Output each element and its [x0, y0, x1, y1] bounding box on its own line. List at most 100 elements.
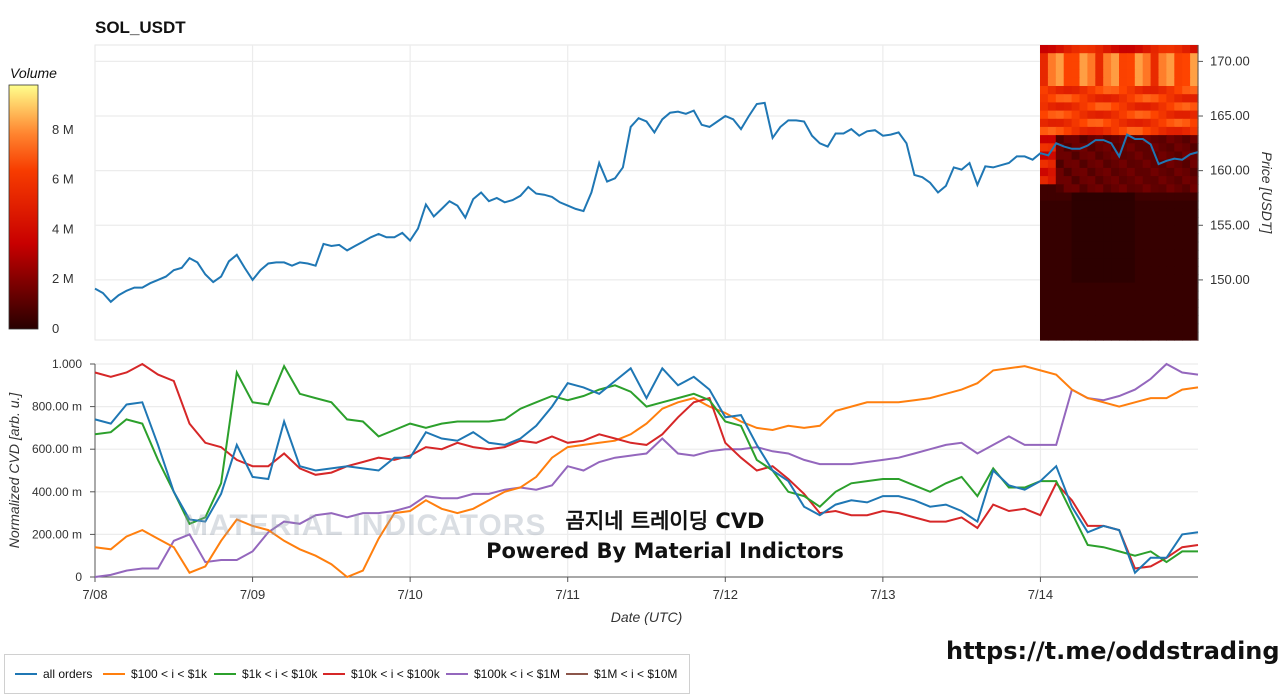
heatmap-cell — [1190, 159, 1199, 169]
heatmap-cell — [1079, 307, 1088, 316]
heatmap-cell — [1174, 77, 1183, 87]
heatmap-cell — [1174, 217, 1183, 226]
price-tick-label: 165.00 — [1210, 108, 1250, 123]
heatmap-cell — [1190, 331, 1199, 341]
heatmap-cell — [1087, 86, 1096, 95]
heatmap-cell — [1087, 167, 1096, 177]
heatmap-cell — [1150, 184, 1160, 194]
heatmap-cell — [1119, 77, 1128, 87]
heatmap-cell — [1182, 126, 1191, 136]
heatmap-cell — [1087, 69, 1096, 79]
heatmap-cell — [1095, 102, 1104, 112]
telegram-link[interactable]: https://t.me/oddstrading2 — [946, 637, 1280, 665]
price-tick-label: 160.00 — [1210, 163, 1250, 178]
heatmap-cell — [1134, 118, 1144, 128]
heatmap-cell — [1047, 331, 1057, 341]
heatmap-cell — [1040, 143, 1049, 153]
heatmap-cell — [1126, 323, 1136, 333]
heatmap-cell — [1142, 69, 1152, 79]
heatmap-cell — [1095, 315, 1104, 325]
heatmap-cell — [1111, 290, 1120, 300]
heatmap-cell — [1055, 208, 1065, 218]
cvd-tick-label: 800.00 m — [32, 400, 82, 414]
heatmap-cell — [1111, 225, 1120, 235]
heatmap-cell — [1126, 208, 1136, 218]
heatmap-cell — [1150, 118, 1160, 128]
heatmap-cell — [1103, 282, 1112, 292]
legend-label: $100k < i < $1M — [474, 667, 561, 681]
legend-label: $1M < i < $10M — [594, 667, 678, 681]
heatmap-cell — [1063, 233, 1073, 243]
heatmap-cell — [1182, 184, 1191, 194]
heatmap-cell — [1079, 176, 1088, 185]
heatmap-cell — [1174, 143, 1183, 153]
heatmap-cell — [1071, 61, 1081, 71]
heatmap-cell — [1182, 143, 1191, 153]
heatmap-cell — [1095, 94, 1104, 103]
legend-item-all-orders[interactable]: all orders — [15, 667, 92, 681]
heatmap-cell — [1103, 159, 1112, 169]
heatmap-cell — [1063, 266, 1073, 276]
price-tick-label: 150.00 — [1210, 272, 1250, 287]
heatmap-cell — [1166, 331, 1175, 341]
heatmap-cell — [1126, 258, 1136, 267]
heatmap-cell — [1190, 323, 1199, 333]
colorbar-tick-label: 6 M — [52, 172, 74, 187]
legend-item-1k-10k[interactable]: $1k < i < $10k — [214, 667, 317, 681]
heatmap-cell — [1174, 282, 1183, 292]
heatmap-cell — [1087, 143, 1096, 153]
heatmap-cell — [1079, 192, 1088, 202]
heatmap-cell — [1190, 258, 1199, 267]
legend-item-1m-10m[interactable]: $1M < i < $10M — [566, 667, 677, 681]
price-tick-label: 155.00 — [1210, 217, 1250, 232]
heatmap-cell — [1190, 315, 1199, 325]
heatmap-cell — [1174, 126, 1183, 136]
heatmap-cell — [1071, 102, 1081, 112]
heatmap-cell — [1047, 299, 1057, 308]
legend-label: all orders — [43, 667, 93, 681]
legend-item-100-1k[interactable]: $100 < i < $1k — [103, 667, 207, 681]
heatmap-cell — [1071, 241, 1081, 251]
heatmap-cell — [1182, 299, 1191, 308]
heatmap-cell — [1126, 184, 1136, 194]
heatmap-cell — [1055, 192, 1065, 202]
legend-item-10k-100k[interactable]: $10k < i < $100k — [323, 667, 440, 681]
heatmap-cell — [1150, 159, 1160, 169]
heatmap-cell — [1095, 184, 1104, 194]
heatmap-cell — [1190, 167, 1199, 177]
heatmap-cell — [1063, 176, 1073, 185]
heatmap-cell — [1182, 86, 1191, 95]
heatmap-cell — [1174, 69, 1183, 79]
heatmap-cell — [1055, 53, 1065, 62]
heatmap-cell — [1079, 102, 1088, 112]
heatmap-cell — [1119, 126, 1128, 136]
heatmap-cell — [1040, 241, 1049, 251]
heatmap-cell — [1142, 192, 1152, 202]
heatmap-cell — [1071, 167, 1081, 177]
heatmap-cell — [1150, 167, 1160, 177]
heatmap-cell — [1095, 266, 1104, 276]
heatmap-cell — [1134, 176, 1144, 185]
heatmap-cell — [1119, 315, 1128, 325]
heatmap-cell — [1190, 282, 1199, 292]
heatmap-cell — [1119, 323, 1128, 333]
heatmap-cell — [1103, 200, 1112, 210]
colorbar-tick-label: 2 M — [52, 271, 74, 286]
heatmap-cell — [1126, 225, 1136, 235]
heatmap-cell — [1040, 110, 1049, 120]
heatmap-cell — [1071, 159, 1081, 169]
heatmap-cell — [1103, 151, 1112, 161]
heatmap-cell — [1047, 258, 1057, 267]
heatmap-cell — [1063, 118, 1073, 128]
heatmap-cell — [1040, 151, 1049, 161]
date-tick-label: 7/08 — [82, 587, 107, 602]
heatmap-cell — [1095, 167, 1104, 177]
heatmap-cell — [1119, 299, 1128, 308]
heatmap-cell — [1158, 126, 1167, 136]
heatmap-cell — [1040, 184, 1049, 194]
heatmap-cell — [1119, 176, 1128, 185]
heatmap-cell — [1190, 53, 1199, 62]
heatmap-cell — [1126, 69, 1136, 79]
legend-item-100k-1m[interactable]: $100k < i < $1M — [446, 667, 560, 681]
heatmap-cell — [1134, 225, 1144, 235]
